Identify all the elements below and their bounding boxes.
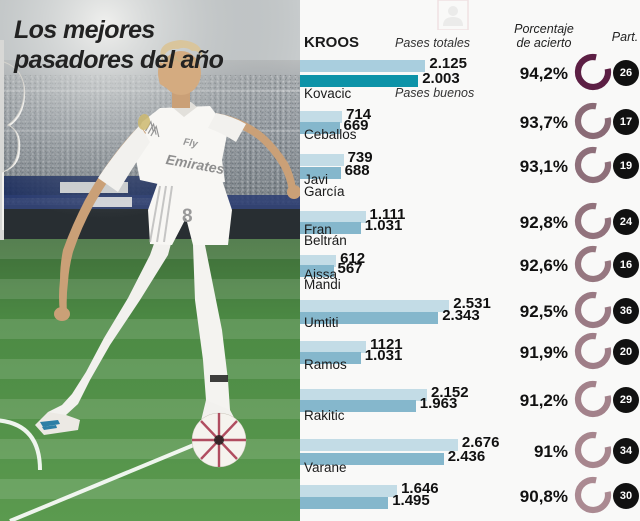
svg-text:8: 8 — [182, 206, 193, 227]
